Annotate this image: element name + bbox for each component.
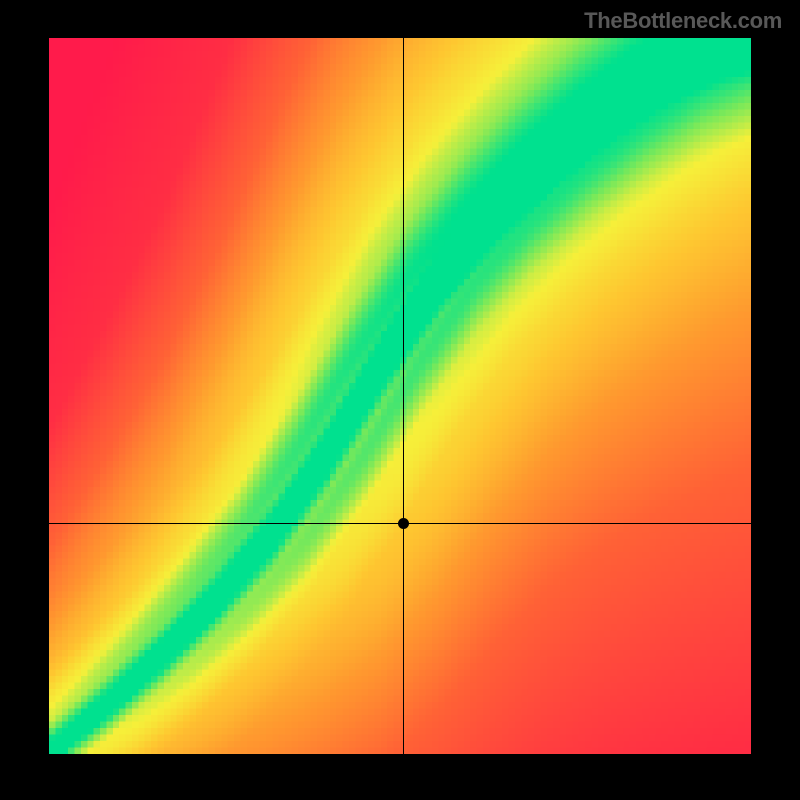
watermark-text: TheBottleneck.com bbox=[584, 8, 782, 34]
crosshair-vertical bbox=[403, 38, 404, 754]
crosshair-point bbox=[398, 518, 409, 529]
plot-area bbox=[49, 38, 751, 754]
bottleneck-heatmap bbox=[49, 38, 751, 754]
